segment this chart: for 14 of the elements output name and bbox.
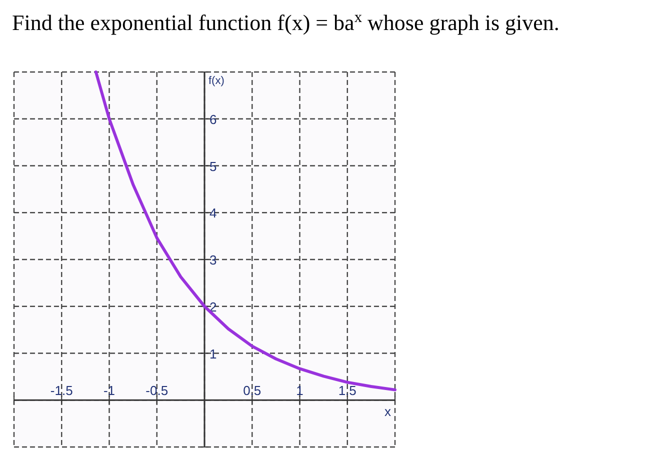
y-tick-label: 4 [210, 206, 217, 221]
y-tick-label: 3 [210, 252, 217, 268]
y-tick-label: 6 [210, 112, 217, 127]
x-tick-label: -0.5 [146, 383, 168, 398]
x-tick-label: 0.5 [243, 383, 262, 398]
x-tick-label: 1.5 [338, 383, 356, 398]
x-tick-label: -1.5 [50, 383, 73, 398]
x-axis-title: x [384, 404, 392, 420]
chart-title: Find the exponential function f(x) = ba$^{x}$ whose graph is given. [12, 8, 560, 35]
y-tick-label: 1 [210, 346, 217, 362]
x-tick-label: 1 [296, 383, 304, 398]
y-tick-label: 5 [210, 158, 217, 174]
y-axis-title: f(x) [208, 75, 224, 87]
x-tick-label: -1 [103, 383, 116, 398]
